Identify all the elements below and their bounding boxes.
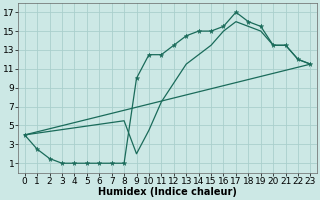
X-axis label: Humidex (Indice chaleur): Humidex (Indice chaleur): [98, 187, 237, 197]
